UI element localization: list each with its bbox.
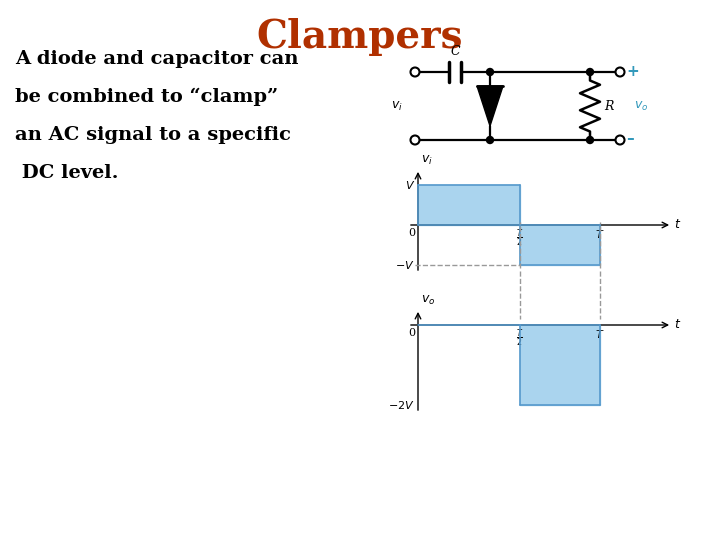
Text: an AC signal to a specific: an AC signal to a specific (15, 126, 291, 144)
Text: $-V$: $-V$ (395, 259, 415, 271)
Text: $v_o$: $v_o$ (634, 99, 648, 112)
Text: 0: 0 (408, 228, 415, 238)
Text: $v_i$: $v_i$ (421, 154, 433, 167)
Text: $v_i$: $v_i$ (391, 99, 403, 112)
Text: Clampers: Clampers (257, 18, 463, 56)
Circle shape (587, 137, 593, 144)
Text: $t$: $t$ (674, 219, 681, 232)
Text: +: + (626, 64, 639, 79)
Text: $t$: $t$ (674, 319, 681, 332)
Bar (520, 225, 600, 265)
Text: $T$: $T$ (595, 228, 605, 240)
Text: $V$: $V$ (405, 179, 415, 191)
Polygon shape (477, 86, 503, 126)
Text: A diode and capacitor can: A diode and capacitor can (15, 50, 299, 68)
Text: $\frac{T}{2}$: $\frac{T}{2}$ (516, 228, 523, 249)
Text: DC level.: DC level. (15, 164, 119, 182)
Text: R: R (604, 99, 613, 112)
Circle shape (487, 137, 493, 144)
Text: –: – (626, 131, 634, 145)
Text: C: C (450, 45, 460, 58)
Circle shape (487, 69, 493, 76)
Text: $-2V$: $-2V$ (388, 399, 415, 411)
Text: 0: 0 (408, 328, 415, 338)
Bar (520, 325, 600, 405)
Text: $v_o$: $v_o$ (421, 294, 436, 307)
Bar (418, 185, 520, 225)
Text: be combined to “clamp”: be combined to “clamp” (15, 88, 278, 106)
Text: $T$: $T$ (595, 328, 605, 340)
Circle shape (587, 69, 593, 76)
Text: $\frac{T}{2}$: $\frac{T}{2}$ (516, 328, 523, 349)
